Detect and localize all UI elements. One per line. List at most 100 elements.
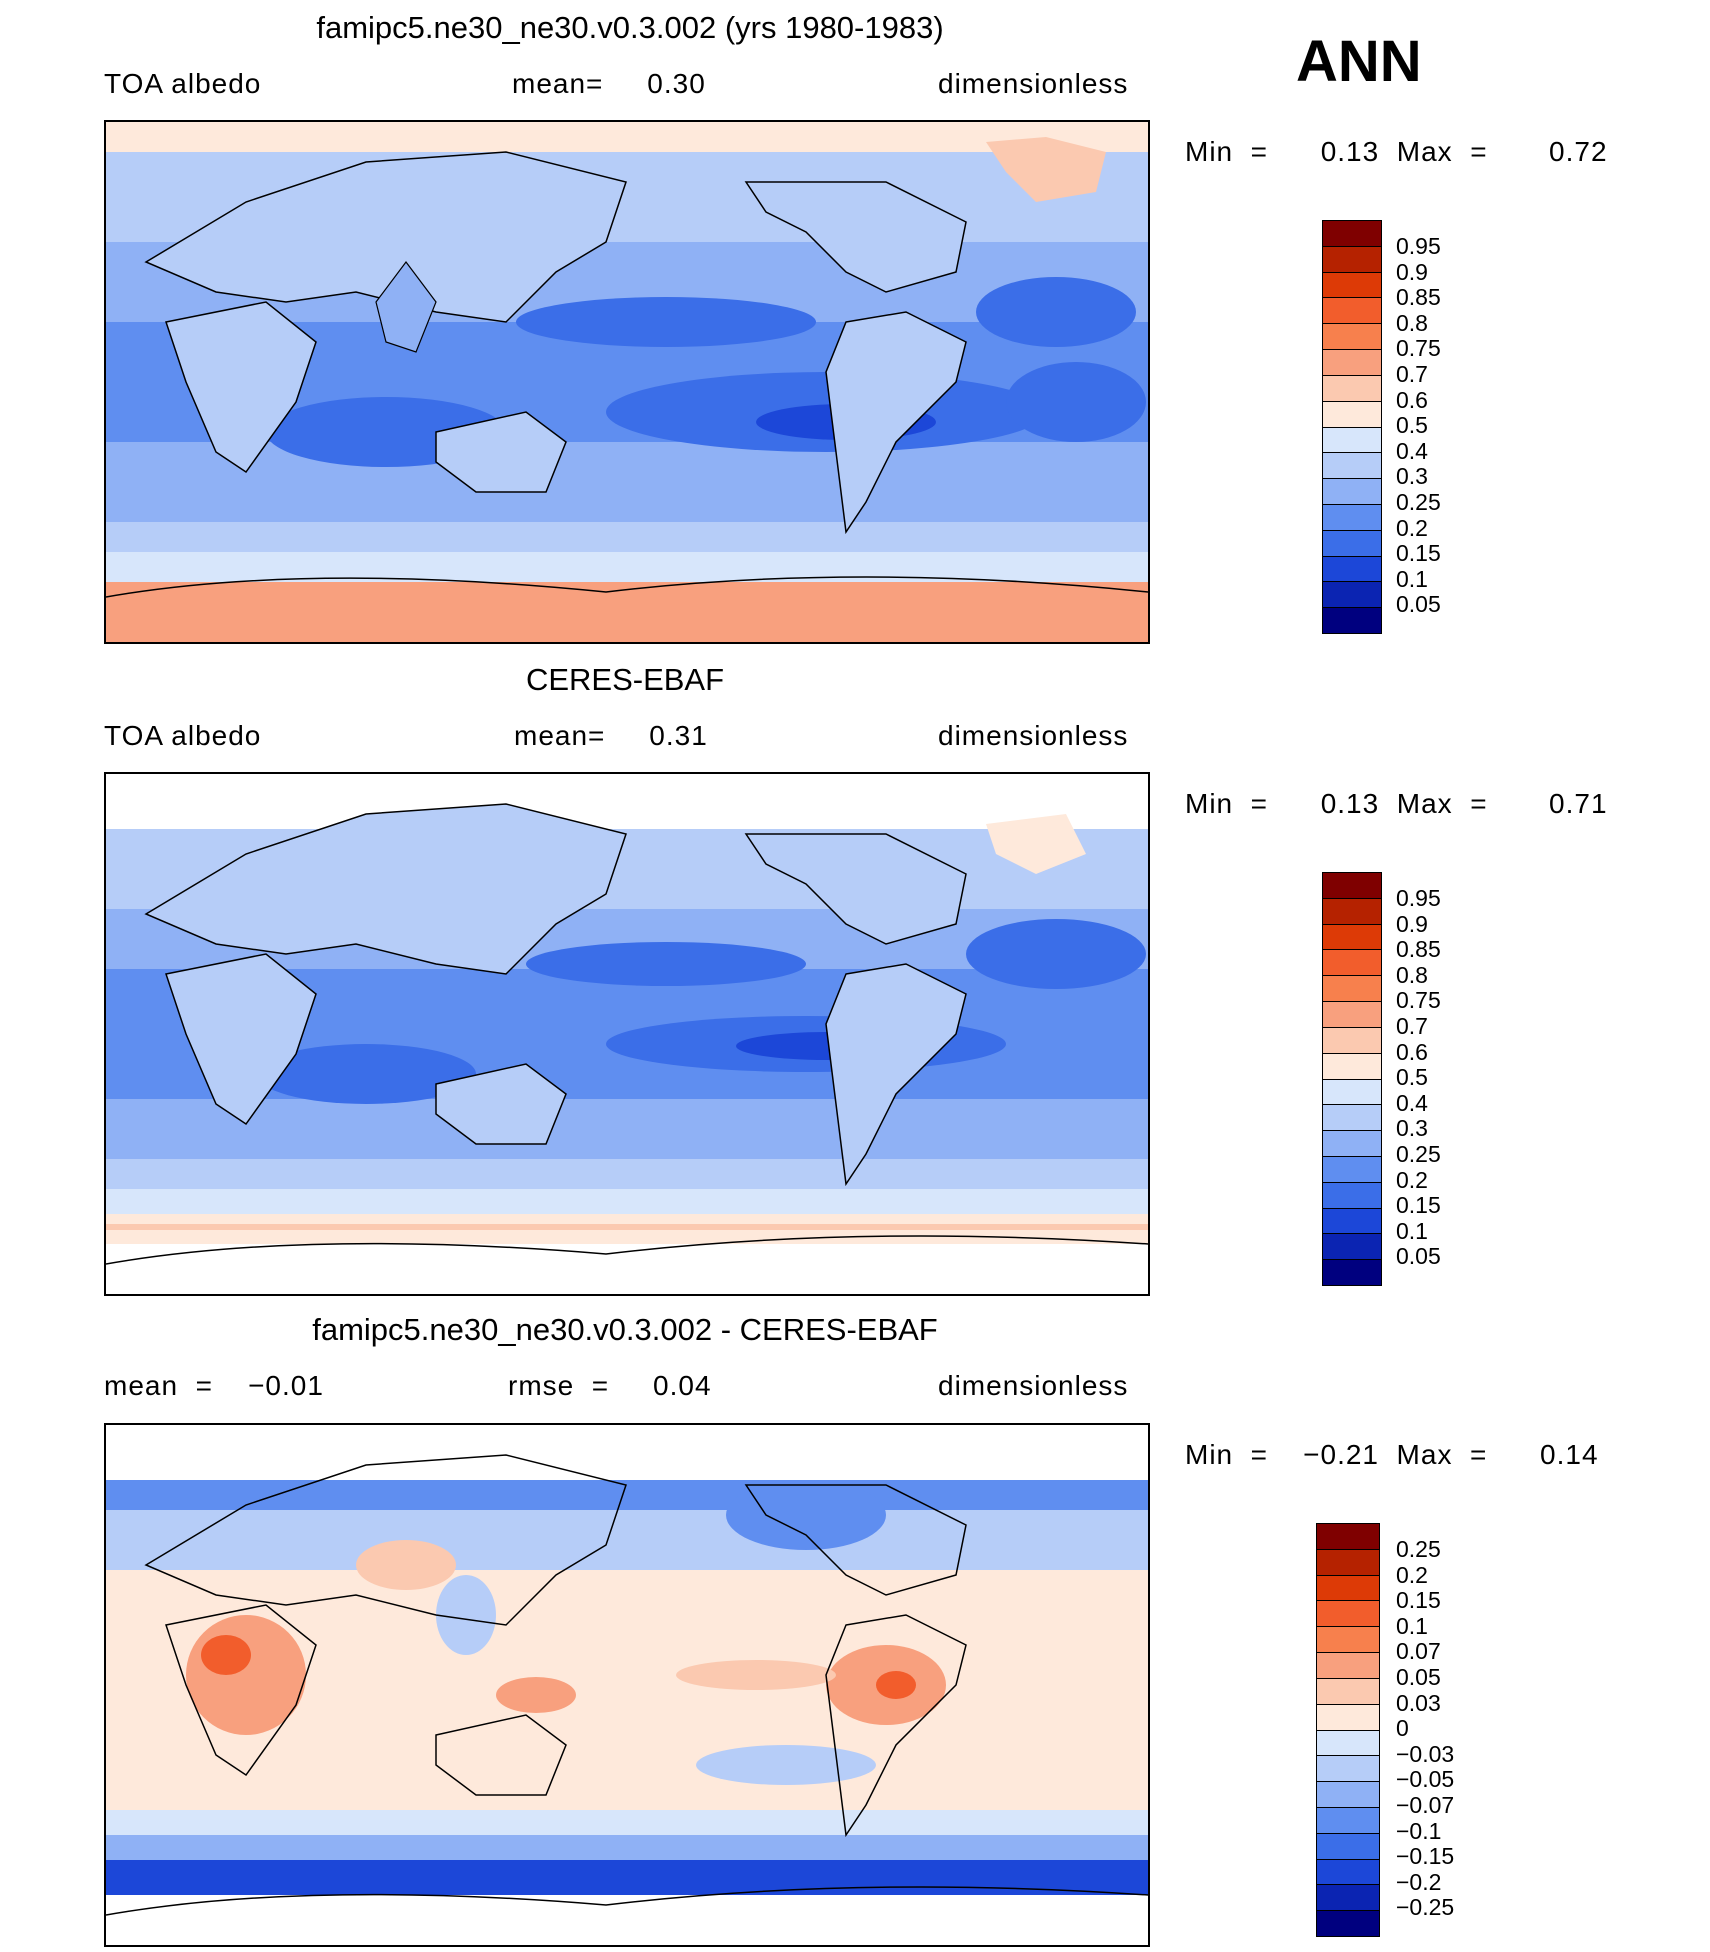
colorbar-level-label: 0.15 bbox=[1396, 540, 1441, 567]
colorbar-swatch bbox=[1323, 1234, 1381, 1261]
colorbar-level-label: 0.15 bbox=[1396, 1587, 1441, 1614]
colorbar-swatch bbox=[1323, 427, 1381, 454]
panel2-minmax: Min = 0.13 Max = 0.71 bbox=[1185, 788, 1608, 819]
panel1-colorbar-labels: 0.95 0.9 0.85 0.8 0.75 0.7 0.6 0.5 0.4 0.3 0.25 0.2… bbox=[1396, 233, 1441, 618]
colorbar-level-label: 0.05 bbox=[1396, 591, 1441, 618]
panel1-map bbox=[104, 120, 1150, 644]
colorbar-swatch bbox=[1317, 1524, 1379, 1550]
colorbar-level-label: −0.25 bbox=[1396, 1894, 1455, 1921]
colorbar-level-label: 0.2 bbox=[1396, 1166, 1428, 1193]
colorbar-level-label: 0.4 bbox=[1396, 437, 1428, 464]
colorbar-swatch bbox=[1323, 976, 1381, 1003]
panel2-mean-label: mean= 0.31 bbox=[514, 720, 708, 751]
colorbar-swatch bbox=[1323, 504, 1381, 531]
colorbar-swatch bbox=[1317, 1807, 1379, 1834]
colorbar-swatch bbox=[1323, 1131, 1381, 1157]
panel1-colorbar bbox=[1322, 220, 1382, 634]
colorbar-level-label: −0.05 bbox=[1396, 1766, 1455, 1793]
colorbar-level-label: 0.8 bbox=[1396, 961, 1428, 988]
colorbar-swatch bbox=[1323, 324, 1381, 351]
panel2-title: CERES-EBAF bbox=[525, 662, 725, 697]
colorbar-level-label: 0.07 bbox=[1396, 1638, 1441, 1665]
colorbar-swatch bbox=[1323, 272, 1381, 299]
colorbar-swatch bbox=[1323, 950, 1381, 977]
colorbar-level-label: 0.4 bbox=[1396, 1089, 1428, 1116]
colorbar-level-label: 0.7 bbox=[1396, 360, 1428, 387]
colorbar-swatch bbox=[1323, 401, 1381, 428]
colorbar-level-label: 0.1 bbox=[1396, 1612, 1428, 1639]
colorbar-level-label: 0.2 bbox=[1396, 1561, 1428, 1588]
panel3-colorbar-labels: 0.25 0.2 0.15 0.1 0.07 0.05 0.03 0 −0.03 −0.05 −0.… bbox=[1396, 1536, 1455, 1921]
colorbar-swatch bbox=[1323, 608, 1381, 633]
colorbar-swatch bbox=[1323, 1182, 1381, 1209]
colorbar-level-label: −0.07 bbox=[1396, 1791, 1455, 1818]
panel2-map bbox=[104, 772, 1150, 1296]
colorbar-swatch bbox=[1317, 1833, 1379, 1860]
colorbar-level-label: 0.5 bbox=[1396, 412, 1428, 439]
colorbar-swatch bbox=[1317, 1549, 1379, 1576]
colorbar-swatch bbox=[1317, 1885, 1379, 1912]
colorbar-swatch bbox=[1317, 1653, 1379, 1679]
colorbar-level-label: 0.85 bbox=[1396, 284, 1441, 311]
colorbar-swatch bbox=[1317, 1782, 1379, 1808]
colorbar-swatch bbox=[1323, 1027, 1381, 1054]
colorbar-swatch bbox=[1323, 1260, 1381, 1285]
panel2-variable-label: TOA albedo bbox=[104, 720, 262, 751]
panel2-colorbar bbox=[1322, 872, 1382, 1286]
panel1-title: famipc5.ne30_ne30.v0.3.002 (yrs 1980-198… bbox=[316, 10, 944, 45]
colorbar-level-label: −0.2 bbox=[1396, 1868, 1442, 1895]
colorbar-level-label: 0 bbox=[1396, 1715, 1409, 1742]
colorbar-swatch bbox=[1323, 582, 1381, 609]
colorbar-swatch bbox=[1317, 1704, 1379, 1731]
panel3-map bbox=[104, 1423, 1150, 1947]
colorbar-swatch bbox=[1323, 898, 1381, 925]
colorbar-level-label: 0.6 bbox=[1396, 1038, 1428, 1065]
colorbar-level-label: 0.2 bbox=[1396, 514, 1428, 541]
colorbar-level-label: 0.8 bbox=[1396, 309, 1428, 336]
colorbar-level-label: 0.25 bbox=[1396, 1536, 1441, 1562]
panel3-title: famipc5.ne30_ne30.v0.3.002 - CERES-EBAF bbox=[312, 1312, 938, 1347]
panel2-units-label: dimensionless bbox=[938, 720, 1129, 751]
colorbar-swatch bbox=[1323, 1105, 1381, 1132]
colorbar-swatch bbox=[1317, 1678, 1379, 1705]
colorbar-level-label: 0.03 bbox=[1396, 1689, 1441, 1716]
colorbar-level-label: 0.1 bbox=[1396, 565, 1428, 592]
colorbar-swatch bbox=[1317, 1601, 1379, 1628]
colorbar-level-label: −0.15 bbox=[1396, 1843, 1455, 1870]
colorbar-swatch bbox=[1323, 453, 1381, 480]
colorbar-level-label: 0.15 bbox=[1396, 1192, 1441, 1219]
colorbar-level-label: 0.7 bbox=[1396, 1012, 1428, 1039]
colorbar-swatch bbox=[1317, 1756, 1379, 1783]
colorbar-swatch bbox=[1323, 221, 1381, 247]
colorbar-level-label: 0.6 bbox=[1396, 386, 1428, 413]
colorbar-swatch bbox=[1323, 530, 1381, 557]
colorbar-level-label: 0.9 bbox=[1396, 910, 1428, 937]
panel3-colorbar bbox=[1316, 1523, 1380, 1937]
panel1-variable-label: TOA albedo bbox=[104, 68, 262, 99]
colorbar-level-label: −0.1 bbox=[1396, 1817, 1442, 1844]
season-label: ANN bbox=[1296, 29, 1422, 94]
colorbar-level-label: 0.05 bbox=[1396, 1243, 1441, 1270]
colorbar-swatch bbox=[1323, 1208, 1381, 1235]
colorbar-level-label: 0.95 bbox=[1396, 233, 1441, 259]
colorbar-level-label: 0.25 bbox=[1396, 488, 1441, 515]
colorbar-level-label: 0.75 bbox=[1396, 335, 1441, 362]
colorbar-swatch bbox=[1323, 873, 1381, 899]
colorbar-swatch bbox=[1323, 246, 1381, 273]
colorbar-swatch bbox=[1323, 924, 1381, 951]
colorbar-level-label: 0.3 bbox=[1396, 463, 1428, 490]
colorbar-swatch bbox=[1323, 1053, 1381, 1080]
colorbar-swatch bbox=[1323, 350, 1381, 376]
colorbar-level-label: 0.25 bbox=[1396, 1140, 1441, 1167]
panel3-mean-label: mean = −0.01 bbox=[104, 1370, 324, 1401]
panel3-rmse-label: rmse = 0.04 bbox=[508, 1370, 712, 1401]
colorbar-level-label: 0.75 bbox=[1396, 987, 1441, 1014]
colorbar-level-label: 0.85 bbox=[1396, 936, 1441, 963]
colorbar-swatch bbox=[1323, 556, 1381, 583]
colorbar-level-label: −0.03 bbox=[1396, 1740, 1455, 1767]
colorbar-level-label: 0.9 bbox=[1396, 258, 1428, 285]
panel2-colorbar-labels: 0.95 0.9 0.85 0.8 0.75 0.7 0.6 0.5 0.4 0.3 0.25 0.2… bbox=[1396, 885, 1441, 1270]
colorbar-swatch bbox=[1323, 1156, 1381, 1183]
panel1-minmax: Min = 0.13 Max = 0.72 bbox=[1185, 136, 1608, 167]
colorbar-level-label: 0.5 bbox=[1396, 1064, 1428, 1091]
